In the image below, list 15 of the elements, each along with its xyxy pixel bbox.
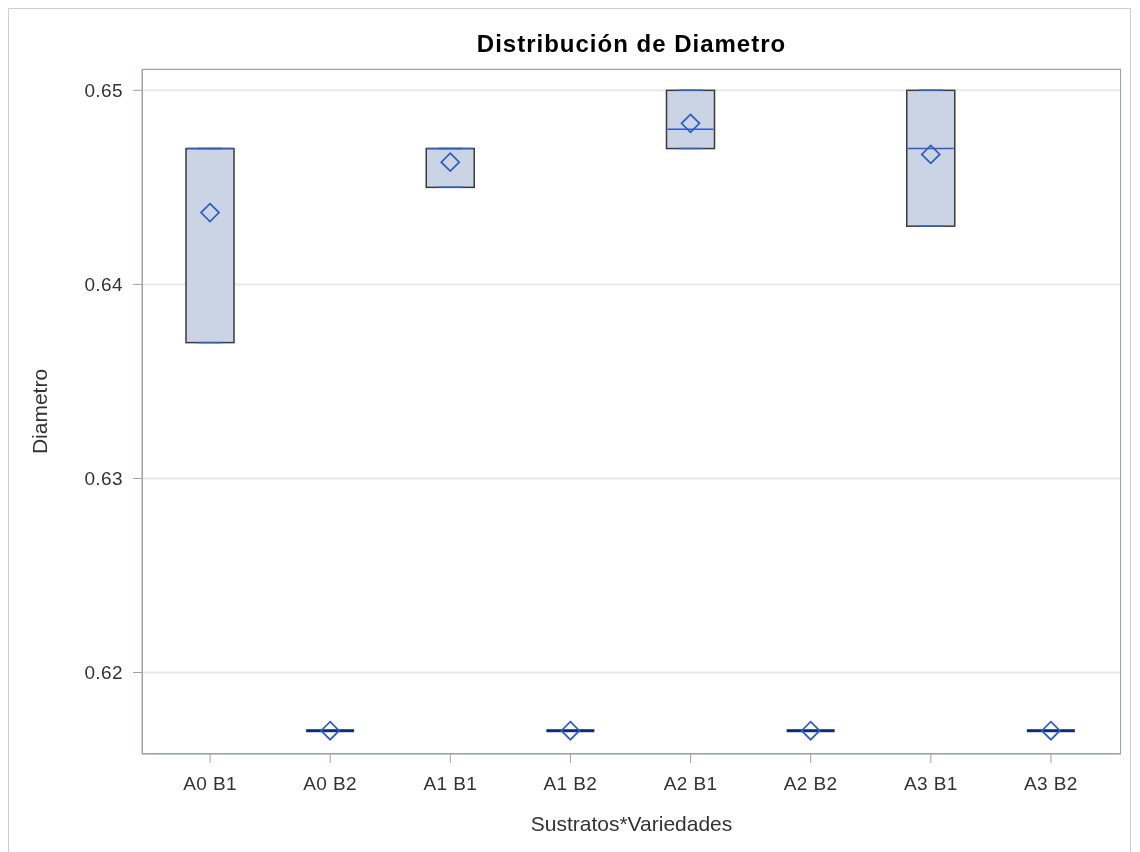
x-tick-label: A1 B1: [423, 773, 478, 795]
chart-title: Distribución de Diametro: [475, 30, 788, 57]
x-tick-label: A3 B2: [1024, 773, 1078, 795]
x-tick-label: A0 B2: [303, 773, 358, 795]
y-tick-label: 0.62: [84, 662, 123, 684]
x-tick-label: A1 B2: [543, 773, 598, 795]
x-tick-label: A3 B1: [903, 773, 958, 795]
x-tick-label: A0 B1: [183, 773, 237, 795]
y-tick-label: 0.65: [84, 80, 123, 102]
y-axis-title: Diametro: [28, 368, 52, 455]
x-tick-label: A2 B1: [663, 773, 718, 795]
x-tick-label: A2 B2: [783, 773, 838, 795]
x-axis-title: Sustratos*Variedades: [530, 812, 733, 835]
y-tick-label: 0.63: [84, 468, 123, 490]
y-tick-label: 0.64: [84, 274, 124, 296]
